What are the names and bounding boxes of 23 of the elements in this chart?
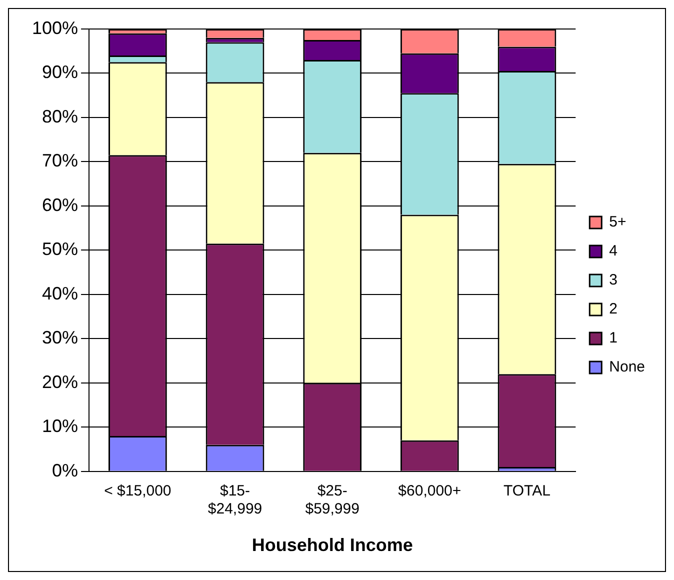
legend-label: 1 bbox=[609, 330, 618, 347]
y-tick-label: 10% bbox=[42, 416, 78, 436]
y-tick-label: 20% bbox=[42, 372, 78, 392]
y-tick-label: 80% bbox=[42, 106, 78, 126]
legend-label: 3 bbox=[609, 272, 618, 289]
legend-label: None bbox=[609, 358, 645, 376]
y-tick-label: 40% bbox=[42, 283, 78, 304]
x-tick-label: $15-$24,999 bbox=[208, 482, 262, 518]
x-tick-label: $25-$59,999 bbox=[305, 482, 360, 518]
legend-label: 2 bbox=[609, 300, 618, 318]
y-tick-label: 70% bbox=[42, 150, 78, 171]
x-axis-title: Household Income bbox=[252, 535, 413, 556]
y-tick-label: 0% bbox=[52, 460, 78, 480]
legend-label: 4 bbox=[609, 242, 618, 260]
y-tick-label: 30% bbox=[42, 328, 78, 348]
x-tick-label: TOTAL bbox=[503, 482, 550, 500]
y-tick-label: 90% bbox=[42, 62, 78, 82]
legend-label: 5+ bbox=[609, 214, 626, 231]
x-tick-label: < $15,000 bbox=[104, 482, 172, 500]
y-tick-label: 100% bbox=[32, 18, 78, 38]
y-tick-label: 60% bbox=[42, 194, 78, 215]
x-tick-label: $60,000+ bbox=[398, 482, 462, 500]
y-tick-label: 50% bbox=[42, 239, 78, 260]
